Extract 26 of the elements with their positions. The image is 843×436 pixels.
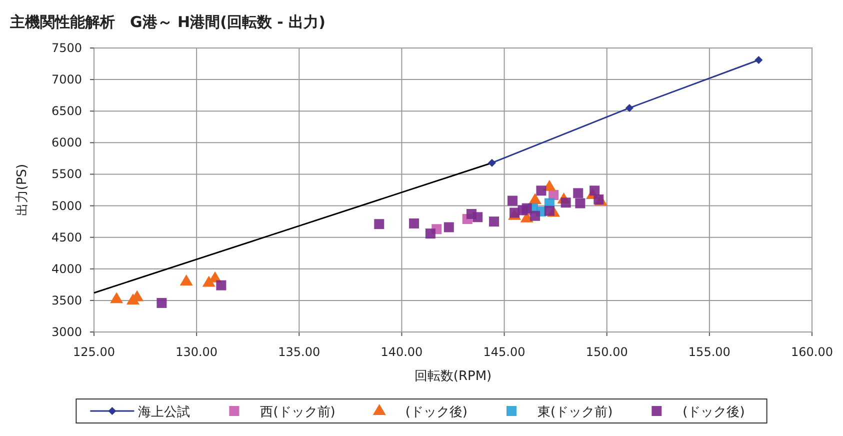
x-tick-label: 140.00: [380, 345, 423, 359]
x-tick-label: 130.00: [176, 345, 218, 359]
legend-label: 東(ドック前): [538, 405, 613, 420]
x-tick-label: 145.00: [483, 345, 526, 359]
y-tick-label: 6500: [51, 104, 82, 118]
y-axis-title: 出力(PS): [15, 164, 30, 216]
x-tick-label: 155.00: [688, 345, 730, 359]
y-tick-label: 7500: [51, 41, 82, 55]
y-tick-label: 3000: [51, 325, 82, 339]
y-tick-label: 4000: [51, 262, 82, 276]
x-tick-label: 160.00: [791, 345, 833, 359]
x-tick-label: 125.00: [73, 345, 115, 359]
y-tick-label: 3500: [51, 293, 82, 308]
legend-label: (ドック後): [682, 405, 745, 420]
legend-label: (ドック後): [405, 405, 468, 420]
y-tick-label: 6000: [51, 136, 82, 150]
chart-title: 主機関性能解析 G港～ H港間(回転数 - 出力): [9, 13, 326, 31]
legend-label: 海上公試: [138, 405, 190, 420]
y-tick-label: 4500: [51, 230, 82, 244]
legend-label: 西(ドック前): [260, 405, 336, 420]
y-tick-label: 5500: [51, 167, 82, 182]
x-tick-label: 135.00: [278, 345, 320, 359]
x-axis-title: 回転数(RPM): [414, 369, 492, 384]
y-tick-label: 7000: [51, 72, 82, 87]
y-tick-label: 5000: [51, 198, 82, 213]
x-tick-label: 150.00: [586, 345, 628, 359]
